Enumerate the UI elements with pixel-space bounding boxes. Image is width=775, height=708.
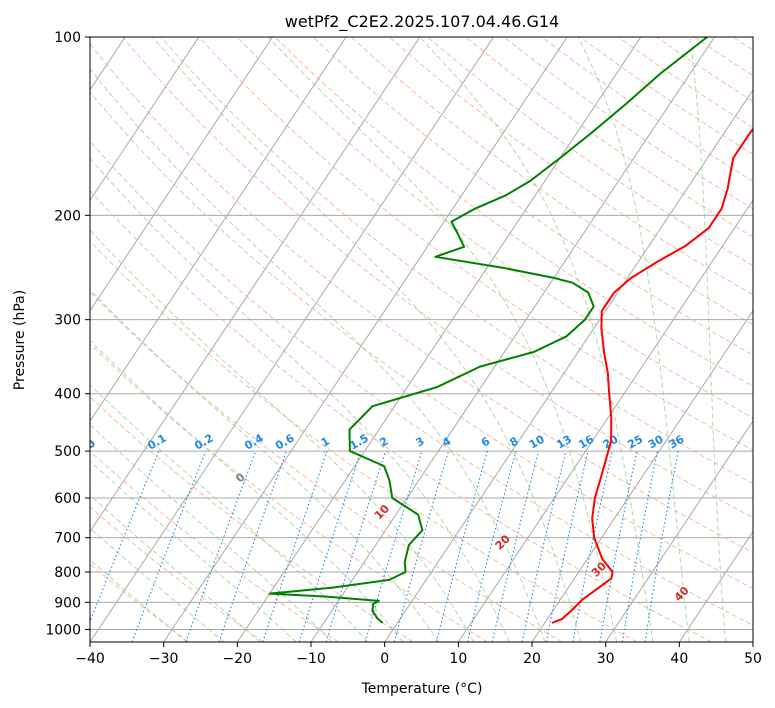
mixing-ratio-line [521,450,567,642]
moist-adiabat-line [90,157,510,642]
mixing-ratio-line [466,450,517,642]
x-tick-label: −30 [149,651,179,667]
moist-adiabat-line [90,339,404,642]
y-tick-label: 600 [54,491,81,507]
x-tick-label: 40 [670,651,688,667]
isotherm-line [457,199,753,642]
x-tick-label: 50 [744,651,762,667]
moist-adiabat-line [90,68,546,642]
moist-adiabat-line [90,460,297,642]
moist-adiabat-line [90,384,369,642]
y-tick-label: 700 [54,531,81,547]
isotherm-line [90,37,273,312]
moist-adiabat-line [689,37,727,642]
dry-adiabat-line [198,37,753,451]
isotherm-line [90,37,200,202]
dewpoint-profile-line [268,37,708,624]
mixing-ratio-line [393,450,450,642]
dry-adiabat-line [90,291,563,642]
isotherm-line [236,37,642,642]
x-tick-label: 10 [449,651,467,667]
isotherm-line [90,37,494,642]
plot-frame [89,36,754,643]
dry-adiabat-line [122,37,753,519]
isotherm-line [90,37,421,533]
chart-title: wetPf2_C2E2.2025.107.04.46.G14 [285,12,559,32]
dry-adiabat-line [389,37,753,296]
axis-layer: −40 −30 −20 −10 0 10 20 30 40 50 100 200 300 400 500 60… [45,30,762,667]
moist-adiabat-line [578,37,690,642]
x-tick-label: −40 [75,651,105,667]
isotherm-line [531,309,753,642]
x-tick-label: −20 [223,651,253,667]
dry-adiabat-line [351,37,753,326]
isotherm-line [678,530,753,642]
y-tick-label: 1000 [45,622,81,638]
mixing-ratio-line [491,450,540,642]
mixing-ratio-line [298,450,362,642]
mixing-ratio-line [131,450,207,642]
mixing-ratio-line [545,450,589,642]
dry-adiabat-line [90,43,753,554]
moist-adiabat-line [90,288,439,642]
isotherm-line [605,420,753,642]
dry-adiabat-line [90,91,753,589]
dry-adiabat-line [90,140,753,626]
mixing-ratio-line [218,450,288,642]
y-tick-label: 500 [54,444,81,460]
x-tick-label: 20 [523,651,541,667]
mixing-ratio-line [90,450,160,623]
grid-layer [90,37,753,642]
moist-adiabat-line [267,37,618,642]
data-layer [268,37,753,624]
moist-adiabat-line [90,423,333,642]
mixing-ratio-line [325,450,387,642]
y-tick-label: 800 [54,565,81,581]
x-tick-label: 30 [597,651,615,667]
dry-adiabat-line [90,189,712,642]
mixing-ratio-line [262,450,328,642]
x-axis-title: Temperature (°C) [361,681,483,697]
y-tick-label: 400 [54,387,81,403]
mixing-ratio-line [185,450,257,642]
y-tick-label: 300 [54,313,81,329]
mixing-ratio-line [364,450,423,642]
x-tick-label: −10 [296,651,326,667]
y-tick-label: 900 [54,595,81,611]
moist-adiabat-line [90,494,261,642]
dry-adiabat-line [90,240,638,642]
moist-adiabat-line [90,527,225,642]
dry-adiabat-line [90,396,414,642]
dry-adiabat-label: -10 [76,437,99,461]
mixing-ratio-line [435,450,488,642]
moist-adiabat-line [419,37,654,642]
y-tick-label: 200 [54,208,81,224]
dry-adiabat-line [90,343,488,642]
isotherm-line [90,37,347,422]
temperature-profile-line [551,127,753,624]
moist-adiabat-line [90,229,475,642]
y-axis-title: Pressure (hPa) [12,290,28,390]
x-tick-label: 0 [380,651,389,667]
moist-adiabat-line [152,37,582,642]
dry-adiabat-line [236,37,753,419]
y-tick-label: 100 [54,30,81,46]
isotherm-line [163,37,568,642]
isotherm-line [384,88,753,642]
